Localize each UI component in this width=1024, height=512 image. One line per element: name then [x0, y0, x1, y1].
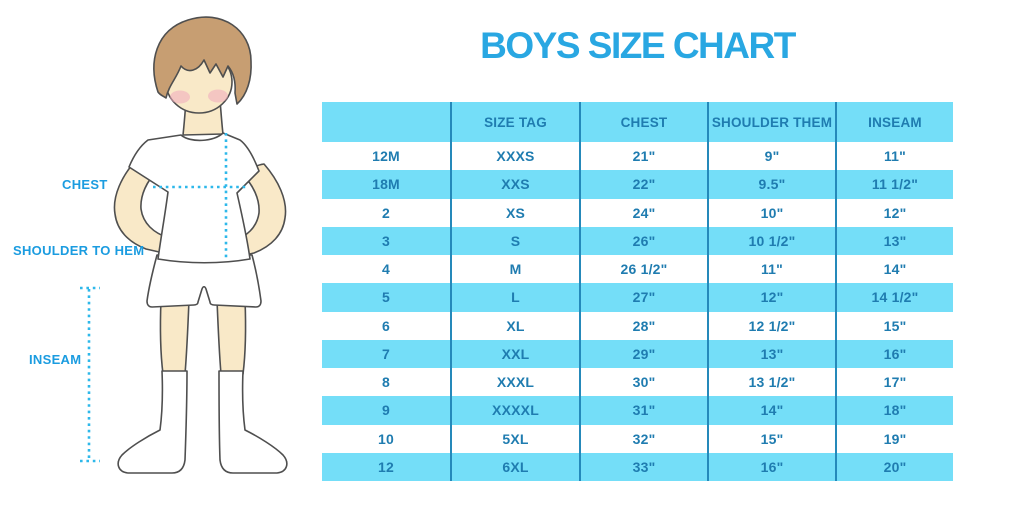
table-cell: 24": [579, 198, 707, 227]
table-row: 10 5XL 32" 15" 19": [322, 424, 953, 453]
left-leg: [159, 299, 190, 375]
table-cell: 12": [707, 283, 835, 312]
left-sock: [117, 370, 188, 474]
page-title: BOYS SIZE CHART: [480, 25, 796, 66]
right-sock: [218, 370, 288, 474]
table-cell: 14": [835, 255, 953, 284]
table-cell: 27": [579, 283, 707, 312]
table-row: 4 M 26 1/2" 11" 14": [322, 255, 953, 284]
table-cell: 5XL: [450, 424, 579, 453]
table-cell: 4: [382, 261, 390, 278]
table-cell: 26 1/2": [579, 255, 707, 284]
table-cell: 15": [835, 311, 953, 340]
table-cell: 13 1/2": [707, 368, 835, 397]
table-row: 12M XXXS 21" 9" 11": [322, 142, 953, 171]
table-cell: 11": [707, 255, 835, 284]
table-cell: 15": [707, 424, 835, 453]
table-cell: 9.5": [707, 170, 835, 199]
table-cell: 28": [579, 311, 707, 340]
table-cell: XS: [450, 198, 579, 227]
size-table: SIZE TAG CHEST SHOULDER THEM INSEAM 12M XXXS 2…: [322, 102, 953, 481]
column-header: SHOULDER THEM: [707, 102, 835, 142]
table-cell: 14": [707, 396, 835, 425]
column-header: SIZE TAG: [450, 102, 579, 142]
table-cell: 5: [382, 289, 390, 306]
table-cell: 12 1/2": [707, 311, 835, 340]
table-cell: 13": [707, 339, 835, 368]
table-row: 18M XXS 22" 9.5" 11 1/2": [322, 170, 953, 199]
table-cell: 8: [382, 374, 390, 391]
table-cell: XXL: [450, 339, 579, 368]
shorts: [146, 254, 262, 308]
table-cell: 6: [382, 317, 390, 334]
table-cell: 18M: [372, 176, 400, 193]
table-cell: 12": [835, 198, 953, 227]
table-cell: 33": [579, 452, 707, 481]
table-cell: S: [450, 226, 579, 255]
chest-label: CHEST: [62, 177, 108, 192]
table-cell: 31": [579, 396, 707, 425]
table-cell: 30": [579, 368, 707, 397]
table-row: 5 L 27" 12" 14 1/2": [322, 283, 953, 312]
right-leg: [216, 299, 247, 375]
table-cell: 21": [579, 142, 707, 171]
table-header-row: SIZE TAG CHEST SHOULDER THEM INSEAM: [322, 102, 953, 142]
table-cell: L: [450, 283, 579, 312]
blush-left: [170, 90, 190, 104]
table-cell: 22": [579, 170, 707, 199]
blush-right: [208, 89, 228, 103]
table-cell: 13": [835, 226, 953, 255]
table-cell: 3: [382, 232, 390, 249]
table-row: 6 XL 28" 12 1/2" 15": [322, 311, 953, 340]
table-cell: 10": [707, 198, 835, 227]
table-cell: XXXL: [450, 368, 579, 397]
shoulder-to-hem-label: SHOULDER TO HEM: [13, 243, 145, 258]
table-cell: 9": [707, 142, 835, 171]
column-header: [322, 102, 450, 142]
table-row: 2 XS 24" 10" 12": [322, 198, 953, 227]
table-row: 3 S 26" 10 1/2" 13": [322, 226, 953, 255]
table-cell: 16": [835, 339, 953, 368]
column-header: INSEAM: [835, 102, 953, 142]
table-cell: 14 1/2": [835, 283, 953, 312]
table-cell: 19": [835, 424, 953, 453]
boy-figure-illustration: [80, 16, 288, 474]
table-cell: 12M: [372, 148, 400, 165]
table-cell: 10: [378, 430, 394, 447]
table-row: 9 XXXXL 31" 14" 18": [322, 396, 953, 425]
table-cell: 7: [382, 345, 390, 362]
table-row: 7 XXL 29" 13" 16": [322, 339, 953, 368]
table-cell: XL: [450, 311, 579, 340]
inseam-label: INSEAM: [29, 352, 82, 367]
table-row: 12 6XL 33" 16" 20": [322, 452, 953, 481]
table-cell: 11 1/2": [835, 170, 953, 199]
table-cell: 29": [579, 339, 707, 368]
table-cell: XXXXL: [450, 396, 579, 425]
table-cell: 26": [579, 226, 707, 255]
table-cell: 32": [579, 424, 707, 453]
table-cell: 6XL: [450, 452, 579, 481]
table-row: 8 XXXL 30" 13 1/2" 17": [322, 368, 953, 397]
table-cell: 18": [835, 396, 953, 425]
table-cell: XXXS: [450, 142, 579, 171]
table-cell: 2: [382, 204, 390, 221]
table-cell: 10 1/2": [707, 226, 835, 255]
table-cell: 16": [707, 452, 835, 481]
table-cell: 20": [835, 452, 953, 481]
table-cell: 11": [835, 142, 953, 171]
table-cell: 12: [378, 458, 394, 475]
hair: [153, 16, 252, 105]
table-cell: XXS: [450, 170, 579, 199]
table-cell: 17": [835, 368, 953, 397]
column-header: CHEST: [579, 102, 707, 142]
table-cell: 9: [382, 402, 390, 419]
table-cell: M: [450, 255, 579, 284]
